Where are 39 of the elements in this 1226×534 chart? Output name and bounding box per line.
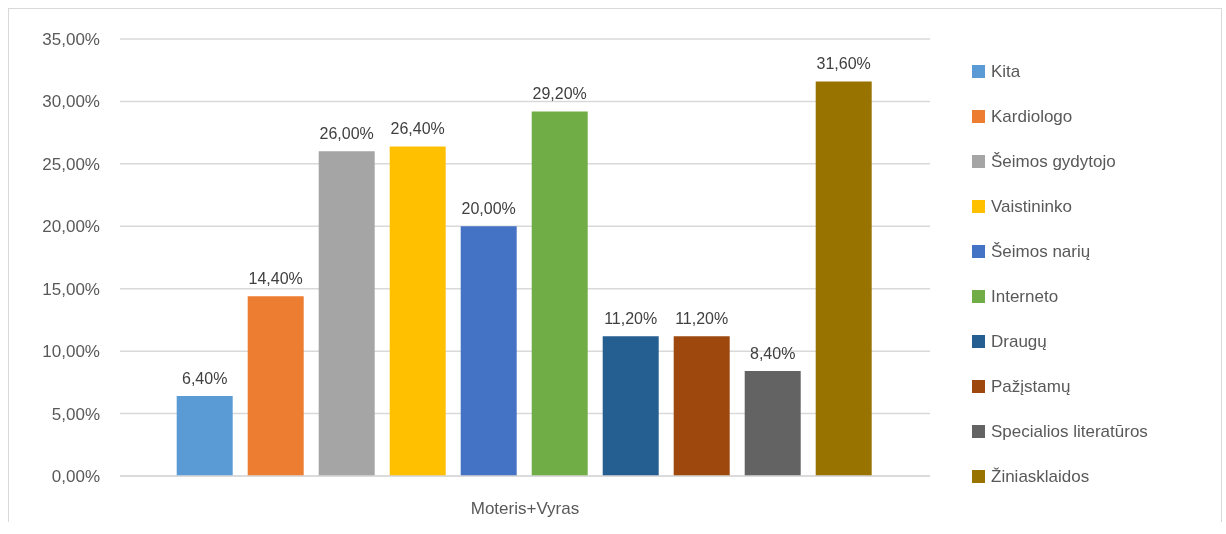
legend-label: Žiniasklaidos <box>991 466 1090 487</box>
legend-label: Interneto <box>991 286 1059 307</box>
legend-label: Šeimos narių <box>991 241 1091 262</box>
bar <box>460 226 517 476</box>
data-label: 26,40% <box>390 120 445 138</box>
legend-label: Vaistininko <box>991 196 1072 217</box>
legend-label: Draugų <box>991 331 1047 352</box>
legend-label: Šeimos gydytojo <box>991 151 1116 172</box>
legend-label: Specialios literatūros <box>991 421 1148 442</box>
y-tick-label: 25,00% <box>42 154 100 174</box>
legend-label: Kardiologo <box>991 106 1073 127</box>
y-tick-label: 35,00% <box>42 30 100 50</box>
bar <box>531 111 588 476</box>
x-tick-label: Moteris+Vyras <box>470 499 580 519</box>
data-label: 8,40% <box>750 345 796 363</box>
bar <box>247 296 304 476</box>
bar <box>389 146 446 476</box>
bar <box>673 336 730 476</box>
y-tick-label: 15,00% <box>42 279 100 299</box>
y-tick-label: 5,00% <box>51 404 100 424</box>
data-label: 31,60% <box>816 55 871 73</box>
data-label: 29,20% <box>532 85 587 103</box>
bar <box>744 371 801 476</box>
y-tick-label: 30,00% <box>42 92 100 112</box>
data-label: 26,00% <box>319 125 374 143</box>
bar <box>815 81 872 476</box>
bar <box>318 151 375 476</box>
bar <box>602 336 659 476</box>
y-tick-label: 20,00% <box>42 217 100 237</box>
data-label: 11,20% <box>604 310 658 328</box>
y-tick-label: 0,00% <box>51 467 100 487</box>
data-label: 6,40% <box>182 370 228 388</box>
bar <box>176 396 233 476</box>
data-label: 20,00% <box>461 200 516 218</box>
legend-label: Kita <box>991 61 1021 82</box>
data-label: 14,40% <box>248 270 303 288</box>
data-label: 11,20% <box>675 310 729 328</box>
y-tick-label: 10,00% <box>42 342 100 362</box>
legend-label: Pažįstamų <box>991 376 1071 397</box>
